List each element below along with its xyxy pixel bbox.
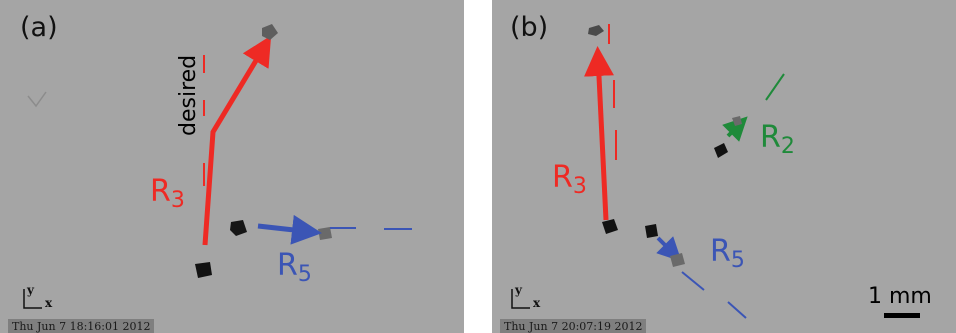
r5-path-arrow	[656, 236, 682, 262]
r3-target-robot	[262, 24, 278, 40]
panel-b-figure	[511, 24, 920, 319]
r3-path-arrow	[202, 35, 272, 246]
axis-y-label: y	[27, 283, 34, 297]
r2-label: R2	[760, 120, 795, 159]
r5-label: R5	[277, 248, 312, 287]
r2-robot	[714, 143, 728, 158]
r3-robot	[195, 262, 212, 278]
panel-a: (a) desired R3 R5 y x Thu Jun 7 18:16:01…	[0, 0, 464, 333]
timestamp: Thu Jun 7 18:16:01 2012	[8, 319, 155, 333]
r3-path-arrow	[583, 46, 614, 221]
r2-desired-dash	[765, 73, 785, 101]
panel-b: (b) R3 R2 R5 y x 1 mm Thu Jun 7 20:07:19…	[492, 0, 956, 333]
axis-x-label: x	[45, 296, 53, 310]
r3-label: R3	[552, 160, 587, 199]
axis-x-label: x	[533, 296, 541, 310]
axis-y-label: y	[515, 283, 522, 297]
r5-target-robot	[670, 253, 685, 267]
r5-label: R5	[710, 234, 745, 273]
scale-bar	[884, 313, 920, 318]
scale-bar-label: 1 mm	[868, 284, 932, 309]
debris-mark	[27, 91, 47, 108]
r5-robot	[230, 220, 247, 236]
desired-label: desired	[176, 54, 201, 136]
r5-robot	[645, 224, 658, 238]
r3-robot	[602, 219, 618, 234]
panel-label: (b)	[510, 12, 549, 43]
timestamp: Thu Jun 7 20:07:19 2012	[500, 319, 647, 333]
axis-indicator	[511, 289, 530, 309]
panel-label: (a)	[20, 12, 58, 43]
r5-desired-dash	[727, 301, 747, 319]
r5-path-arrow	[257, 214, 322, 245]
r5-desired-dash	[681, 271, 705, 291]
r5-target-robot	[318, 227, 332, 240]
axis-indicator	[23, 289, 42, 309]
r3-label: R3	[150, 174, 185, 213]
panel-a-figure	[23, 24, 412, 309]
r2-target-robot	[732, 116, 742, 126]
r3-target-robot	[588, 25, 604, 36]
